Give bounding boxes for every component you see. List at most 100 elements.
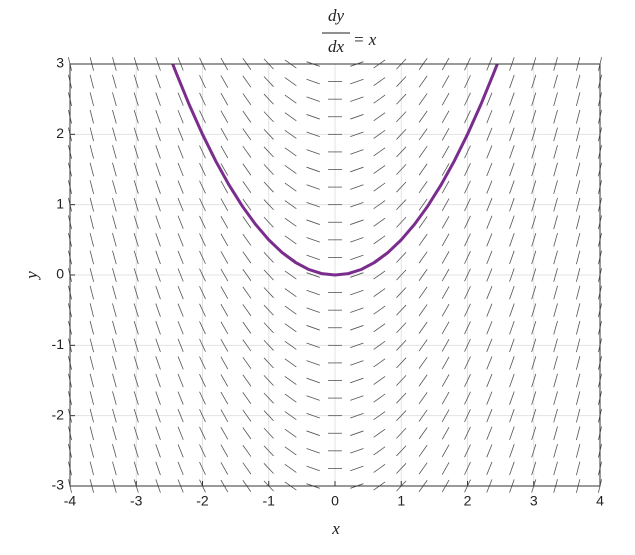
slope-segment bbox=[242, 321, 252, 334]
y-tick-label: -2 bbox=[52, 406, 65, 422]
slope-segment bbox=[242, 462, 252, 475]
slope-segment bbox=[418, 269, 428, 281]
slope-segment bbox=[464, 145, 471, 159]
slope-segment bbox=[486, 110, 493, 124]
slope-segment bbox=[199, 268, 206, 282]
slope-segment bbox=[199, 409, 206, 423]
slope-segment bbox=[112, 426, 117, 441]
slope-segment bbox=[396, 322, 407, 334]
slope-segment bbox=[306, 289, 320, 296]
slope-segment bbox=[133, 74, 139, 89]
x-tick-label: 2 bbox=[464, 493, 472, 509]
slope-segment bbox=[396, 463, 407, 474]
slope-segment bbox=[263, 392, 274, 404]
slope-segment bbox=[373, 217, 386, 227]
slope-segment bbox=[177, 250, 184, 265]
slope-segment bbox=[418, 356, 428, 369]
slope-segment bbox=[284, 288, 297, 297]
slope-segment bbox=[418, 321, 428, 334]
slope-segment bbox=[199, 356, 206, 370]
slope-segment bbox=[242, 163, 252, 176]
slope-segment bbox=[155, 321, 161, 335]
slope-segment bbox=[553, 250, 558, 265]
slope-segment bbox=[112, 145, 117, 159]
slope-segment bbox=[89, 250, 94, 265]
slope-segment bbox=[373, 358, 386, 368]
slope-segment bbox=[112, 373, 117, 388]
slope-segment bbox=[89, 215, 94, 230]
slope-segment bbox=[464, 338, 471, 352]
slope-segment bbox=[220, 303, 229, 317]
slope-segment bbox=[89, 197, 94, 212]
slope-segment bbox=[486, 145, 493, 159]
slope-segment bbox=[155, 250, 161, 265]
slope-segment bbox=[576, 426, 581, 441]
slope-segment bbox=[155, 215, 161, 229]
slope-segment bbox=[112, 92, 117, 107]
slope-segment bbox=[263, 375, 274, 386]
slope-segment bbox=[306, 96, 320, 102]
slope-segment bbox=[486, 285, 493, 300]
slope-segment bbox=[133, 426, 139, 441]
slope-segment bbox=[418, 181, 428, 194]
slope-segment bbox=[220, 356, 229, 370]
slope-segment bbox=[441, 75, 450, 88]
slope-segment bbox=[177, 285, 184, 300]
slope-segment bbox=[464, 233, 471, 247]
title-numerator: dy bbox=[328, 6, 345, 25]
slope-segment bbox=[509, 233, 515, 247]
slope-segment bbox=[464, 215, 471, 229]
slope-segment bbox=[441, 268, 450, 282]
slope-segment bbox=[263, 287, 274, 298]
slope-segment bbox=[220, 233, 229, 247]
slope-segment bbox=[89, 443, 94, 458]
slope-segment bbox=[464, 92, 471, 106]
slope-segment bbox=[242, 286, 252, 299]
slope-segment bbox=[464, 110, 471, 124]
slope-segment bbox=[133, 391, 139, 405]
slope-segment bbox=[112, 268, 117, 282]
slope-segment bbox=[220, 426, 229, 440]
slope-segment bbox=[396, 410, 407, 422]
slope-segment bbox=[486, 303, 493, 317]
slope-segment bbox=[396, 146, 407, 158]
slope-segment bbox=[373, 411, 386, 421]
x-tick-label: -3 bbox=[130, 493, 143, 509]
slope-segment bbox=[441, 145, 450, 159]
slope-segment bbox=[155, 197, 161, 212]
slope-segment bbox=[242, 304, 252, 317]
slope-segment bbox=[350, 219, 364, 225]
slope-segment bbox=[89, 127, 94, 142]
slope-segment bbox=[464, 321, 471, 335]
slope-segment bbox=[396, 164, 407, 175]
slope-segment bbox=[553, 232, 558, 247]
slope-segment bbox=[531, 285, 537, 300]
slope-segment bbox=[306, 201, 320, 208]
slope-segment bbox=[133, 408, 139, 423]
slope-segment bbox=[418, 374, 428, 387]
y-tick-label: 0 bbox=[56, 266, 64, 282]
slope-segment bbox=[133, 285, 139, 300]
slope-segment bbox=[531, 408, 537, 423]
slope-segment bbox=[576, 408, 581, 423]
slope-segment bbox=[263, 410, 274, 422]
slope-segment bbox=[441, 92, 450, 106]
slope-segment bbox=[284, 77, 297, 86]
slope-segment bbox=[242, 392, 252, 405]
slope-segment bbox=[89, 162, 94, 177]
slope-segment bbox=[263, 146, 274, 158]
slope-segment bbox=[220, 75, 229, 88]
slope-segment bbox=[199, 162, 206, 177]
slope-segment bbox=[553, 408, 558, 423]
slope-segment bbox=[576, 268, 581, 282]
slope-segment bbox=[284, 393, 297, 403]
slope-segment bbox=[133, 320, 139, 335]
slope-segment bbox=[112, 285, 117, 300]
slope-segment bbox=[133, 373, 139, 388]
slope-segment bbox=[263, 427, 274, 439]
slope-segment bbox=[531, 145, 537, 159]
slope-segment bbox=[220, 268, 229, 282]
slope-segment bbox=[263, 252, 274, 263]
slope-segment bbox=[553, 443, 558, 458]
slope-segment bbox=[486, 321, 493, 335]
